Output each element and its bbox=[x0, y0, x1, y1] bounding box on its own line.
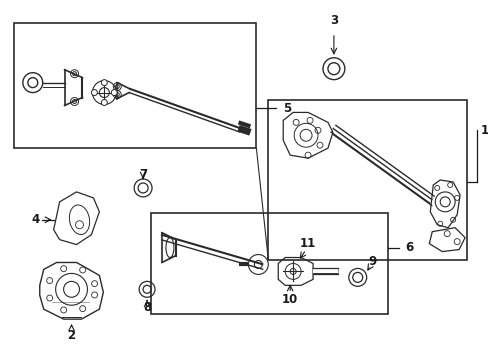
Text: 1: 1 bbox=[480, 124, 488, 137]
Text: 2: 2 bbox=[67, 329, 76, 342]
Text: 10: 10 bbox=[282, 293, 298, 306]
Text: 8: 8 bbox=[142, 301, 151, 314]
Bar bbox=[151, 213, 387, 314]
Text: 7: 7 bbox=[139, 167, 147, 180]
Text: 5: 5 bbox=[283, 102, 291, 115]
Text: 6: 6 bbox=[405, 241, 413, 254]
Text: 9: 9 bbox=[368, 255, 376, 268]
Circle shape bbox=[111, 90, 117, 95]
Circle shape bbox=[101, 80, 107, 86]
Circle shape bbox=[91, 90, 97, 95]
Text: 4: 4 bbox=[32, 213, 40, 226]
Text: 3: 3 bbox=[329, 14, 337, 27]
Circle shape bbox=[101, 99, 107, 105]
Text: 11: 11 bbox=[299, 237, 316, 250]
Bar bbox=[14, 23, 256, 148]
Bar bbox=[268, 100, 466, 260]
